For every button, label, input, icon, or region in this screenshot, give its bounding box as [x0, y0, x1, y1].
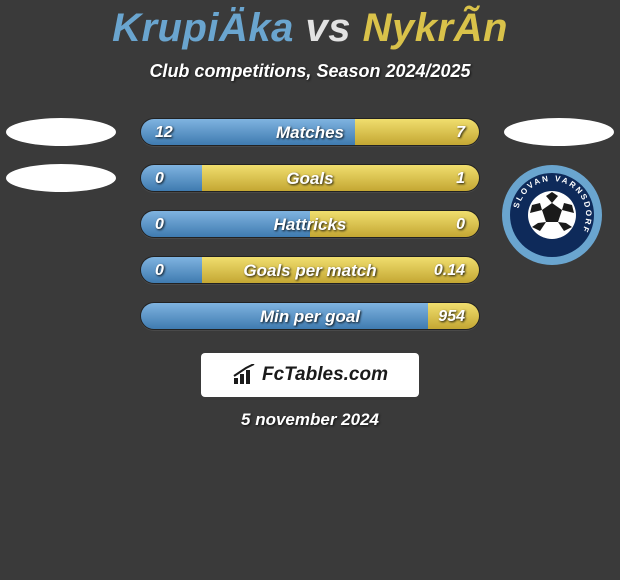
club-crest-right: SLOVAN VARNSDORF: [502, 165, 602, 265]
stat-label: Matches: [141, 119, 479, 146]
player1-name: KrupiÄka: [112, 6, 294, 50]
stat-label: Hattricks: [141, 211, 479, 238]
brand-badge: FcTables.com: [201, 353, 419, 397]
generated-date: 5 november 2024: [0, 410, 620, 430]
stat-row: 954Min per goal: [0, 302, 620, 348]
stat-bar: 00.14Goals per match: [140, 256, 480, 284]
player2-name: NykrÃ­n: [363, 6, 508, 50]
club-badge-left: [6, 118, 116, 146]
stat-label: Goals per match: [141, 257, 479, 284]
subtitle: Club competitions, Season 2024/2025: [0, 61, 620, 82]
brand-text: FcTables.com: [262, 364, 388, 386]
stat-bar: 00Hattricks: [140, 210, 480, 238]
stat-bar: 01Goals: [140, 164, 480, 192]
stat-label: Min per goal: [141, 303, 479, 330]
bar-chart-icon: [232, 364, 256, 386]
title-vs: vs: [306, 6, 352, 50]
stat-label: Goals: [141, 165, 479, 192]
stat-bar: 954Min per goal: [140, 302, 480, 330]
stat-row: 127Matches: [0, 118, 620, 164]
comparison-title: KrupiÄka vs NykrÃ­n: [0, 0, 620, 51]
stat-bar: 127Matches: [140, 118, 480, 146]
club-badge-right: [504, 118, 614, 146]
club-badge-left: [6, 164, 116, 192]
